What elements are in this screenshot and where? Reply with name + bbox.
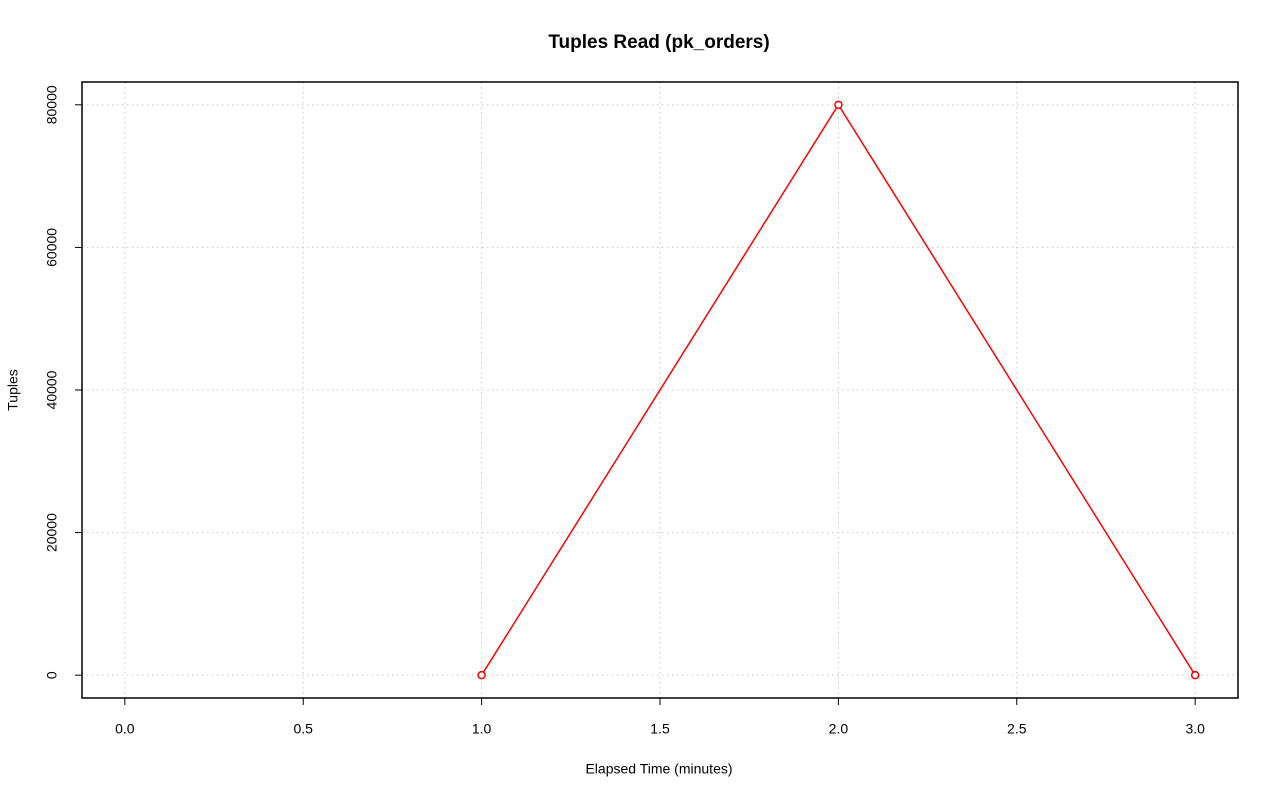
x-tick-label: 3.0 <box>1185 721 1205 737</box>
x-axis-label: Elapsed Time (minutes) <box>585 761 732 777</box>
point <box>1190 670 1200 680</box>
y-axis-label: Tuples <box>5 369 21 411</box>
x-tick-label: 2.0 <box>829 721 849 737</box>
y-tick-label: 40000 <box>44 370 60 409</box>
x-tick-label: 2.5 <box>1007 721 1027 737</box>
y-tick-label: 0 <box>44 671 60 679</box>
point <box>477 670 486 680</box>
plot-frame <box>81 81 1239 699</box>
x-tick-label: 0.5 <box>293 721 313 737</box>
y-tick-label: 20000 <box>44 513 60 552</box>
x-tick-label: 1.5 <box>650 721 670 737</box>
x-tick-label: 0.0 <box>115 721 135 737</box>
chart-title: Tuples Read (pk_orders) <box>548 32 769 53</box>
y-tick-label: 80000 <box>44 85 60 124</box>
point <box>834 100 843 110</box>
y-tick-label: 60000 <box>44 228 60 267</box>
x-tick-label: 1.0 <box>472 721 492 737</box>
